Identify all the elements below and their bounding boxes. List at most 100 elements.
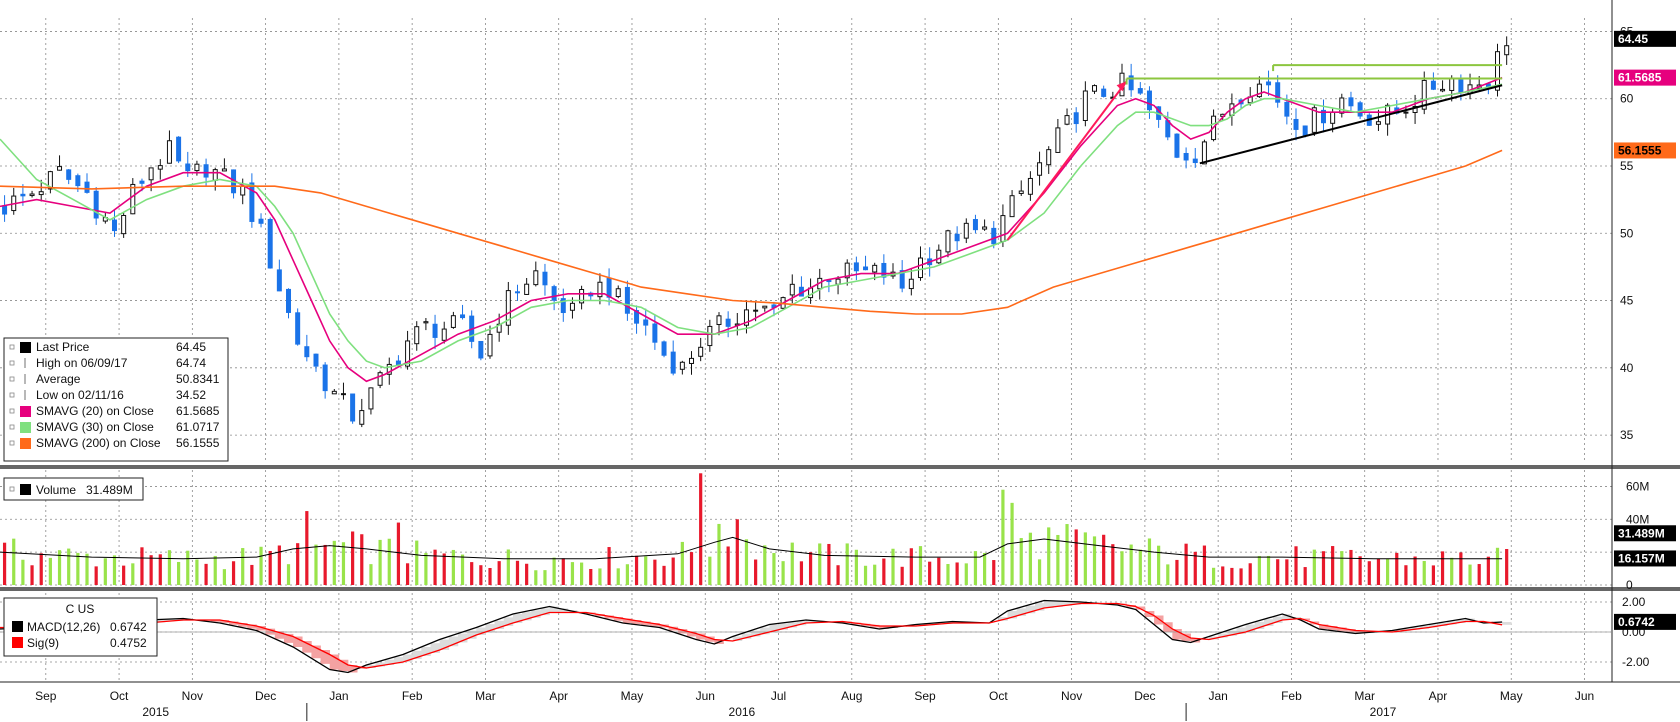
candle-body: [478, 340, 484, 359]
candle-body: [368, 387, 374, 410]
volume-bar: [772, 553, 776, 585]
macd-diff-band: [741, 633, 752, 639]
candle-body: [93, 190, 99, 219]
volume-bar: [1257, 556, 1261, 585]
macd-diff-band: [1016, 608, 1027, 616]
candle-body: [157, 165, 163, 170]
candle-body: [185, 163, 191, 172]
series-line: [0, 149, 1503, 315]
candle-body: [936, 249, 942, 264]
candle-body: [1330, 111, 1336, 124]
volume-bar: [396, 522, 401, 585]
macd-diff-band: [1163, 622, 1173, 632]
legend-toggle-icon: [9, 408, 15, 414]
macd-diff-band: [760, 627, 770, 635]
volume-bar: [1321, 551, 1326, 585]
candle-body: [853, 262, 859, 272]
volume-bar: [140, 547, 144, 585]
candle-body: [460, 314, 466, 319]
macd-diff-band: [494, 620, 505, 629]
x-tick-label: Jan: [1208, 689, 1227, 703]
legend-toggle-icon: [9, 424, 15, 430]
candle-body: [194, 163, 200, 172]
volume-bar: [479, 565, 483, 585]
legend-swatch: [20, 422, 31, 433]
candle-body: [395, 360, 401, 366]
volume-bar: [1065, 524, 1069, 585]
candle-body: [652, 323, 658, 343]
price-tag-label: 16.157M: [1618, 551, 1665, 565]
volume-bar: [341, 542, 346, 585]
candle-body: [267, 218, 273, 269]
macd-diff-band: [540, 608, 550, 616]
candle-body: [1256, 83, 1262, 98]
candle-body: [1082, 90, 1088, 121]
macd-diff-band: [751, 630, 761, 637]
macd-diff-band: [338, 659, 349, 671]
candle-body: [1046, 149, 1052, 166]
volume-bar: [827, 543, 831, 585]
volume-bar: [1184, 543, 1188, 585]
volume-bar: [112, 555, 117, 585]
legend-title: C US: [66, 602, 95, 616]
volume-bar: [1340, 551, 1344, 585]
volume-bar: [918, 546, 923, 585]
volume-bar: [662, 565, 666, 585]
candle-body: [258, 218, 264, 224]
volume-bar: [1349, 549, 1353, 585]
candle-body: [1009, 195, 1015, 218]
volume-bar: [854, 549, 858, 585]
macd-diff-band: [769, 624, 779, 632]
volume-bar: [1468, 564, 1472, 585]
candle-body: [624, 286, 630, 314]
macd-diff-band: [787, 622, 798, 628]
legend-label: High on 06/09/17: [36, 356, 128, 370]
macd-diff-band: [796, 621, 807, 626]
legend-label: SMAVG (30) on Close: [36, 420, 154, 434]
legend-swatch: [20, 342, 31, 353]
volume-bar: [744, 539, 749, 585]
volume-bar: [213, 555, 217, 585]
price-tag-label: 0.6742: [1618, 615, 1655, 629]
volume-bar: [543, 570, 547, 585]
volume-bar: [863, 565, 868, 585]
candle-body: [597, 281, 603, 298]
macd-diff-band: [375, 662, 385, 667]
candle-body: [615, 288, 621, 298]
x-tick-label: Nov: [1061, 689, 1082, 703]
candle-body: [542, 271, 548, 286]
candle-body: [560, 298, 566, 314]
volume-bar: [680, 541, 684, 585]
volume-bar: [30, 565, 34, 585]
volume-bar: [790, 542, 794, 585]
volume-bar: [955, 562, 959, 585]
candle-body: [634, 310, 640, 324]
legend-value: 61.0717: [176, 420, 220, 434]
candle-body: [1348, 97, 1354, 107]
volume-bar: [653, 559, 657, 585]
price-tag-label: 56.1555: [1618, 143, 1662, 157]
macd-diff-band: [531, 610, 541, 618]
volume-bar: [149, 555, 153, 585]
volume-bar: [735, 519, 739, 585]
volume-bar: [488, 568, 492, 585]
candle-body: [908, 278, 914, 290]
macd-diff-band: [870, 624, 880, 628]
legend-toggle-icon: [9, 360, 15, 366]
macd-diff-band: [348, 665, 358, 673]
macd-diff-band: [320, 650, 331, 664]
x-tick-label: Mar: [475, 689, 496, 703]
candle-body: [524, 283, 530, 295]
candle-body: [514, 291, 520, 294]
volume-bar: [433, 549, 437, 585]
candle-body: [1412, 105, 1418, 114]
legend-toggle-icon: [9, 376, 15, 382]
macd-diff-band: [1172, 629, 1182, 640]
candle-body: [670, 351, 676, 374]
volume-bar: [204, 563, 208, 585]
macd-diff-band: [522, 612, 532, 621]
macd-diff-band: [677, 629, 688, 634]
volume-bar: [1248, 563, 1252, 585]
legend-swatch: [20, 484, 31, 495]
x-tick-label: Oct: [989, 689, 1008, 703]
